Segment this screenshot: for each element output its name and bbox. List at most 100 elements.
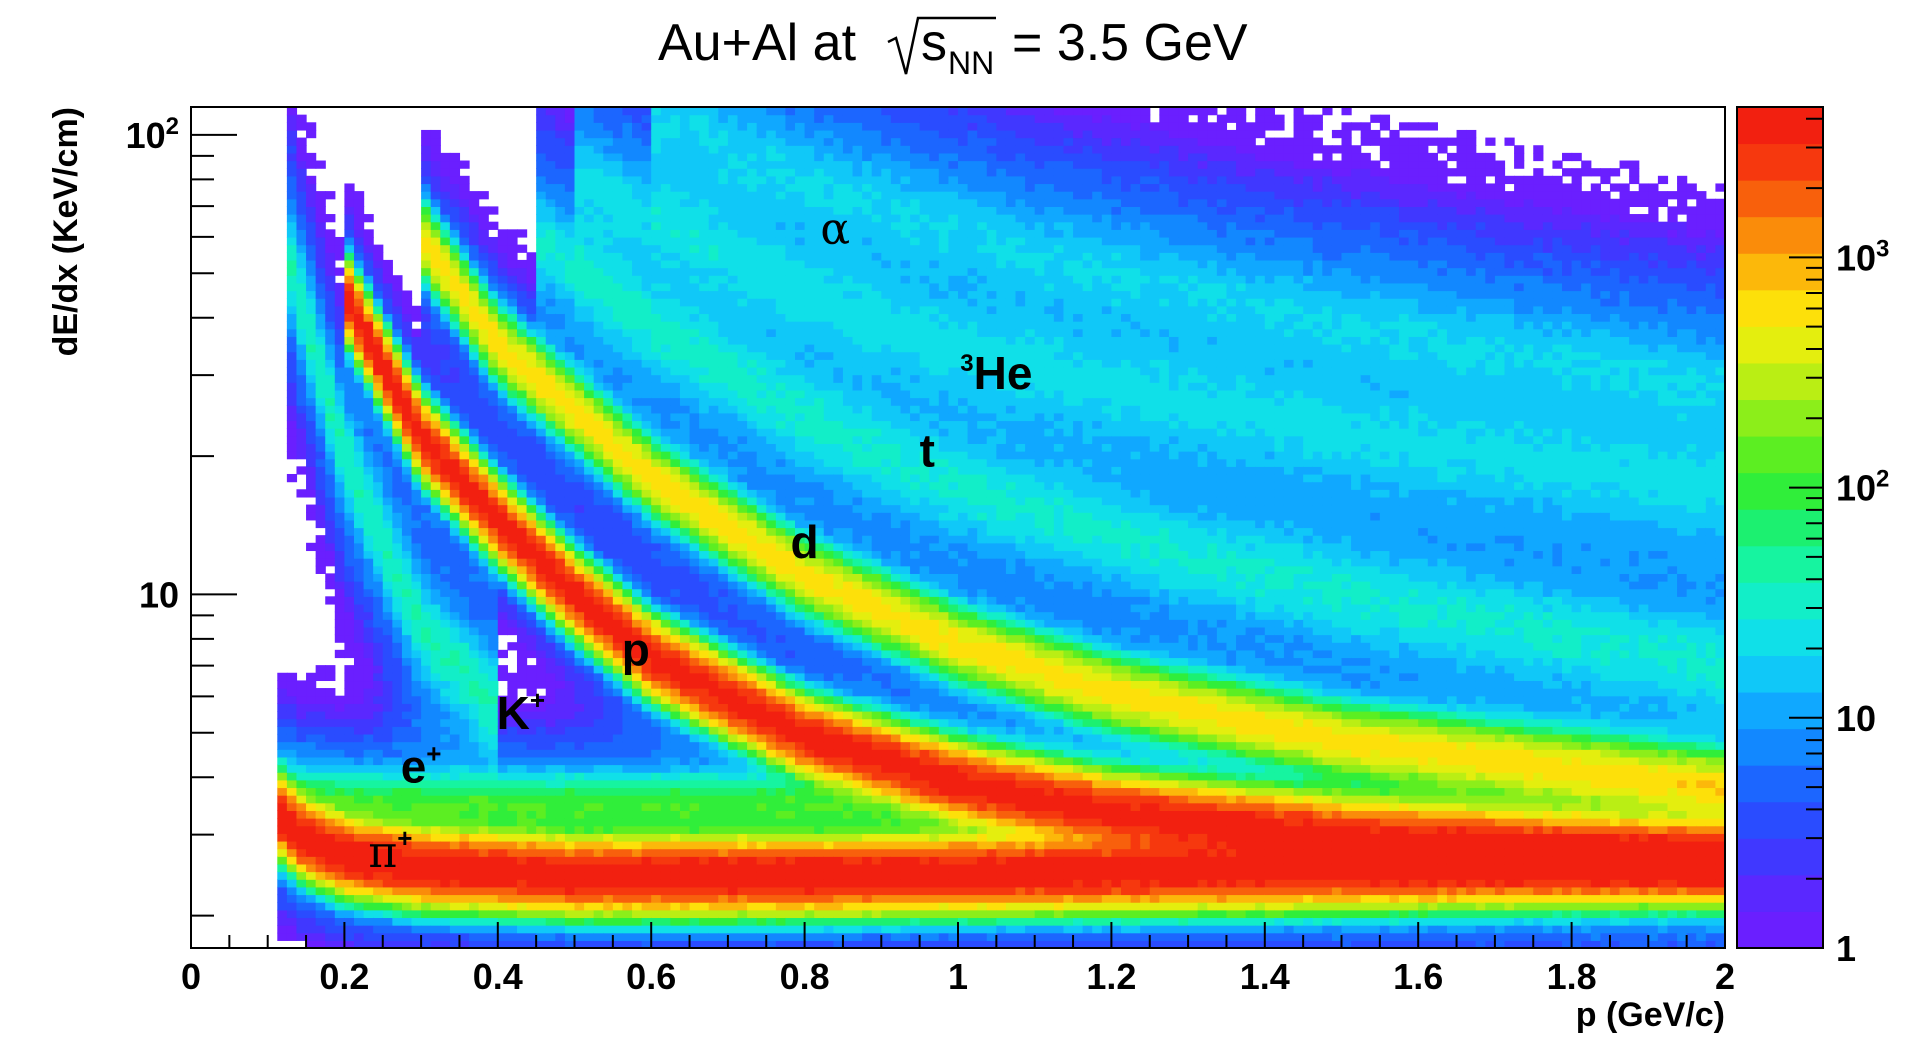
heatmap-cell — [363, 466, 374, 475]
heatmap-cell — [622, 902, 633, 911]
heatmap-cell — [277, 688, 288, 697]
heatmap-cell — [574, 275, 585, 284]
heatmap-cell — [306, 672, 317, 682]
heatmap-cell — [747, 496, 758, 506]
heatmap-cell — [670, 328, 681, 337]
heatmap-cell — [325, 733, 336, 743]
heatmap-cell — [421, 917, 432, 926]
heatmap-cell — [353, 252, 365, 261]
heatmap-cell — [373, 351, 384, 360]
heatmap-cell — [382, 321, 393, 330]
heatmap-cell — [584, 382, 595, 391]
heatmap-cell — [612, 710, 624, 720]
heatmap-cell — [401, 940, 413, 949]
heatmap-cell — [507, 894, 518, 903]
heatmap-cell — [277, 718, 288, 727]
heatmap-cell — [555, 810, 566, 819]
heatmap-cell — [449, 726, 461, 735]
heatmap-cell — [660, 733, 671, 743]
heatmap-cell — [421, 229, 432, 238]
heatmap-cell — [545, 473, 556, 483]
heatmap-cell — [574, 550, 585, 559]
heatmap-cell — [440, 894, 451, 903]
heatmap-cell — [699, 703, 710, 712]
heatmap-cell — [574, 535, 585, 544]
heatmap-cell — [727, 496, 739, 506]
heatmap-cell — [306, 412, 317, 422]
heatmap-cell — [353, 550, 365, 559]
heatmap-cell — [564, 894, 576, 903]
heatmap-cell — [421, 168, 432, 177]
heatmap-cell — [411, 496, 422, 506]
heatmap-cell — [516, 810, 528, 819]
heatmap-cell — [612, 573, 624, 582]
heatmap-cell — [708, 168, 719, 177]
heatmap-cell — [478, 848, 489, 857]
heatmap-cell — [421, 397, 432, 406]
heatmap-cell — [747, 473, 758, 483]
heatmap-cell — [507, 756, 518, 766]
heatmap-cell — [488, 473, 499, 483]
heatmap-cell — [679, 856, 691, 865]
heatmap-cell — [632, 932, 643, 941]
heatmap-cell — [334, 405, 345, 414]
heatmap-cell — [536, 626, 547, 636]
heatmap-cell — [574, 902, 585, 911]
heatmap-cell — [651, 191, 662, 200]
heatmap-cell — [382, 389, 393, 399]
heatmap-cell — [488, 267, 499, 276]
heatmap-cell — [612, 703, 624, 712]
heatmap-cell — [670, 313, 681, 322]
heatmap-cell — [334, 519, 345, 529]
heatmap-cell — [363, 871, 374, 880]
heatmap-cell — [603, 733, 614, 743]
heatmap-cell — [603, 925, 614, 934]
heatmap-cell — [401, 634, 413, 643]
heatmap-cell — [469, 443, 480, 452]
heatmap-cell — [641, 703, 652, 712]
heatmap-cell — [449, 886, 461, 896]
heatmap-cell — [670, 336, 681, 345]
heatmap-cell — [727, 275, 739, 284]
heatmap-cell — [344, 351, 355, 360]
heatmap-cell — [430, 603, 441, 613]
heatmap-cell — [699, 198, 710, 207]
heatmap-cell — [632, 795, 643, 804]
heatmap-cell — [469, 879, 480, 888]
heatmap-cell — [689, 772, 700, 781]
heatmap-cell — [574, 489, 585, 498]
heatmap-cell — [497, 321, 508, 330]
heatmap-cell — [679, 886, 691, 896]
heatmap-cell — [564, 825, 576, 834]
heatmap-cell — [401, 795, 413, 804]
heatmap-cell — [670, 917, 681, 926]
heatmap-cell — [689, 726, 700, 735]
heatmap-cell — [584, 611, 595, 620]
heatmap-cell — [526, 925, 537, 934]
heatmap-cell — [526, 451, 537, 460]
heatmap-cell — [315, 206, 326, 215]
heatmap-cell — [545, 779, 556, 789]
heatmap-cell — [651, 642, 662, 651]
heatmap-cell — [440, 665, 451, 674]
heatmap-cell — [651, 833, 662, 842]
heatmap-cell — [641, 902, 652, 911]
heatmap-cell — [296, 703, 307, 712]
heatmap-cell — [737, 657, 748, 666]
heatmap-cell — [603, 802, 614, 811]
heatmap-cell — [344, 443, 355, 452]
heatmap-cell — [651, 275, 662, 284]
heatmap-cell — [507, 825, 518, 834]
heatmap-cell — [564, 833, 576, 842]
heatmap-cell — [373, 451, 384, 460]
heatmap-cell — [555, 795, 566, 804]
heatmap-cell — [727, 925, 739, 934]
heatmap-cell — [516, 749, 528, 758]
heatmap-cell — [373, 596, 384, 605]
heatmap-cell — [373, 389, 384, 399]
heatmap-cell — [353, 382, 365, 391]
heatmap-cell — [727, 611, 739, 620]
heatmap-cell — [603, 389, 614, 399]
heatmap-cell — [593, 634, 604, 643]
heatmap-cell — [747, 542, 758, 552]
